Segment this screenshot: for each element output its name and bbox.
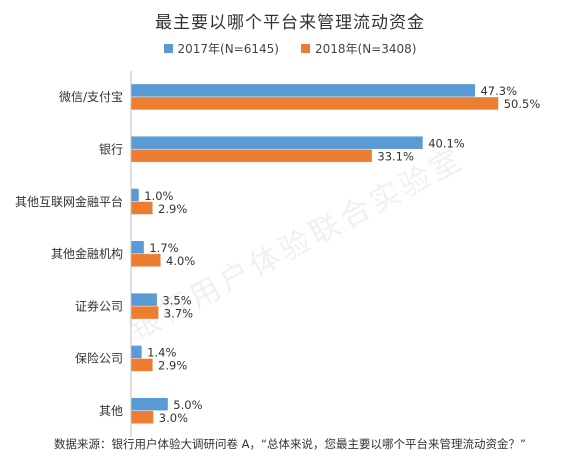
data-label: 3.5% (162, 293, 191, 307)
data-label: 1.0% (144, 189, 173, 203)
data-label: 47.3% (480, 84, 517, 98)
legend-item-2017: 2017年(N=6145) (163, 40, 279, 57)
category-label: 其他金融机构 (51, 246, 123, 261)
legend-label-2017: 2017年(N=6145) (177, 42, 279, 56)
bar-2017 (131, 345, 142, 359)
bar-2018 (131, 358, 153, 372)
data-label: 2.9% (158, 359, 187, 373)
bar-2017 (131, 84, 475, 97)
legend: 2017年(N=6145) 2018年(N=3408) (0, 40, 580, 57)
data-label: 1.4% (147, 346, 176, 360)
legend-label-2018: 2018年(N=3408) (315, 42, 417, 56)
bar-2017 (131, 188, 139, 202)
data-label: 3.0% (159, 411, 188, 425)
legend-swatch-2018 (301, 44, 310, 53)
data-label: 1.7% (149, 241, 178, 255)
bar-2017 (131, 136, 423, 149)
bar-2017 (131, 241, 144, 254)
data-label: 50.5% (504, 97, 541, 111)
bar-2018 (131, 149, 372, 162)
bar-2017 (131, 397, 168, 411)
category-label: 微信/支付宝 (59, 90, 123, 104)
category-label: 证券公司 (75, 298, 123, 313)
legend-swatch-2017 (163, 44, 173, 53)
bar-2018 (131, 410, 154, 424)
bar-2018 (131, 97, 499, 110)
data-label: 3.7% (164, 306, 193, 320)
category-label: 其他 (99, 404, 123, 418)
data-label: 2.9% (158, 202, 187, 216)
bar-2017 (131, 293, 157, 306)
chart-title: 最主要以哪个平台来管理流动资金 (155, 13, 425, 33)
category-label: 保险公司 (75, 351, 123, 366)
category-label: 其他互联网金融平台 (15, 194, 123, 209)
data-label: 4.0% (166, 254, 195, 268)
bar-2018 (131, 254, 161, 267)
bar-2018 (131, 306, 159, 319)
bar-2018 (131, 201, 153, 215)
data-label: 40.1% (428, 136, 465, 150)
legend-item-2018: 2018年(N=3408) (301, 40, 416, 57)
data-label: 33.1% (377, 149, 414, 163)
data-label: 5.0% (173, 398, 202, 412)
category-label: 银行 (99, 142, 123, 156)
footnote: 数据来源：银行用户体验大调研问卷 A，“总体来说，您最主要以哪个平台来管理流动资… (54, 437, 526, 451)
